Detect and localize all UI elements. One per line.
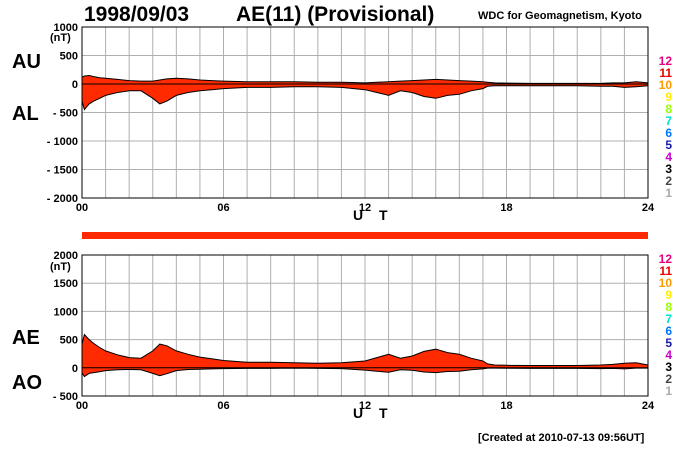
institution-label: WDC for Geomagnetism, Kyoto bbox=[478, 10, 642, 22]
legend-station-8: 8 bbox=[665, 300, 672, 314]
bottom-unit-label: (nT) bbox=[50, 261, 71, 273]
legend-station-12: 12 bbox=[658, 252, 672, 266]
legend-station-5: 5 bbox=[665, 336, 672, 350]
legend-station-4: 4 bbox=[665, 348, 672, 362]
legend-station-9: 9 bbox=[665, 90, 672, 104]
legend-station-4: 4 bbox=[665, 150, 672, 164]
legend-station-1: 1 bbox=[665, 384, 672, 398]
legend-station-7: 7 bbox=[665, 312, 672, 326]
plot-frame bbox=[81, 254, 649, 397]
y-tick-label: 1000 bbox=[54, 22, 78, 34]
al-label: AL bbox=[12, 103, 39, 125]
x-tick-label: 00 bbox=[76, 400, 88, 412]
top-xaxis-label: U T bbox=[353, 207, 394, 223]
x-tick-label: 12 bbox=[359, 400, 371, 412]
legend-station-7: 7 bbox=[665, 114, 672, 128]
legend-station-3: 3 bbox=[665, 162, 672, 176]
legend-station-3: 3 bbox=[665, 360, 672, 374]
legend-station-11: 11 bbox=[659, 264, 672, 278]
legend-station-10: 10 bbox=[658, 78, 672, 92]
y-tick-label: - 2000 bbox=[47, 193, 78, 205]
y-tick-label: 2000 bbox=[54, 250, 78, 262]
series-line-ao bbox=[81, 367, 648, 378]
legend-station-6: 6 bbox=[665, 126, 672, 140]
y-tick-label: - 500 bbox=[53, 108, 78, 120]
legend-station-5: 5 bbox=[665, 138, 672, 152]
y-tick-label: 1500 bbox=[54, 278, 78, 290]
legend-station-11: 11 bbox=[659, 66, 672, 80]
x-tick-label: 00 bbox=[76, 202, 88, 214]
legend-station-9: 9 bbox=[665, 288, 672, 302]
plot-frame bbox=[81, 26, 649, 199]
legend-station-8: 8 bbox=[665, 102, 672, 116]
station-legend-top: 12 11 10 9 8 7 6 5 4 3 2 1 bbox=[650, 55, 672, 199]
legend-station-10: 10 bbox=[658, 276, 672, 290]
legend-station-12: 12 bbox=[658, 54, 672, 68]
y-tick-label: 1000 bbox=[54, 306, 78, 318]
y-tick-label: 500 bbox=[60, 51, 78, 63]
y-tick-label: - 1500 bbox=[47, 165, 78, 177]
station-legend-bottom: 12 11 10 9 8 7 6 5 4 3 2 1 bbox=[650, 253, 672, 397]
bottom-xaxis-label: U T bbox=[353, 405, 394, 421]
y-tick-label: 0 bbox=[72, 79, 78, 91]
legend-station-2: 2 bbox=[665, 372, 672, 386]
x-tick-label: 24 bbox=[642, 202, 655, 214]
created-timestamp: [Created at 2010-07-13 09:56UT] bbox=[478, 432, 645, 444]
legend-station-2: 2 bbox=[665, 174, 672, 188]
legend-station-6: 6 bbox=[665, 324, 672, 338]
coverage-bar bbox=[82, 232, 648, 239]
y-tick-label: - 500 bbox=[53, 391, 78, 403]
top-unit-label: (nT) bbox=[50, 32, 71, 44]
x-tick-label: 12 bbox=[359, 202, 371, 214]
date-label: 1998/09/03 bbox=[84, 3, 190, 26]
ae-label: AE bbox=[12, 327, 40, 349]
y-tick-label: - 1000 bbox=[47, 136, 78, 148]
x-tick-label: 18 bbox=[500, 400, 512, 412]
ao-label: AO bbox=[12, 372, 42, 394]
legend-station-1: 1 bbox=[665, 186, 672, 200]
y-tick-label: 0 bbox=[72, 363, 78, 375]
series-line-ae bbox=[81, 333, 649, 366]
x-tick-label: 18 bbox=[500, 202, 512, 214]
series-line-au bbox=[81, 74, 649, 84]
area-fill bbox=[82, 334, 648, 377]
x-tick-label: 06 bbox=[217, 400, 229, 412]
x-tick-label: 24 bbox=[642, 400, 655, 412]
x-tick-label: 06 bbox=[217, 202, 229, 214]
au-label: AU bbox=[12, 51, 41, 73]
chart-title: AE(11) (Provisional) bbox=[236, 3, 435, 26]
series-line-al bbox=[81, 85, 649, 111]
y-tick-label: 500 bbox=[60, 335, 78, 347]
